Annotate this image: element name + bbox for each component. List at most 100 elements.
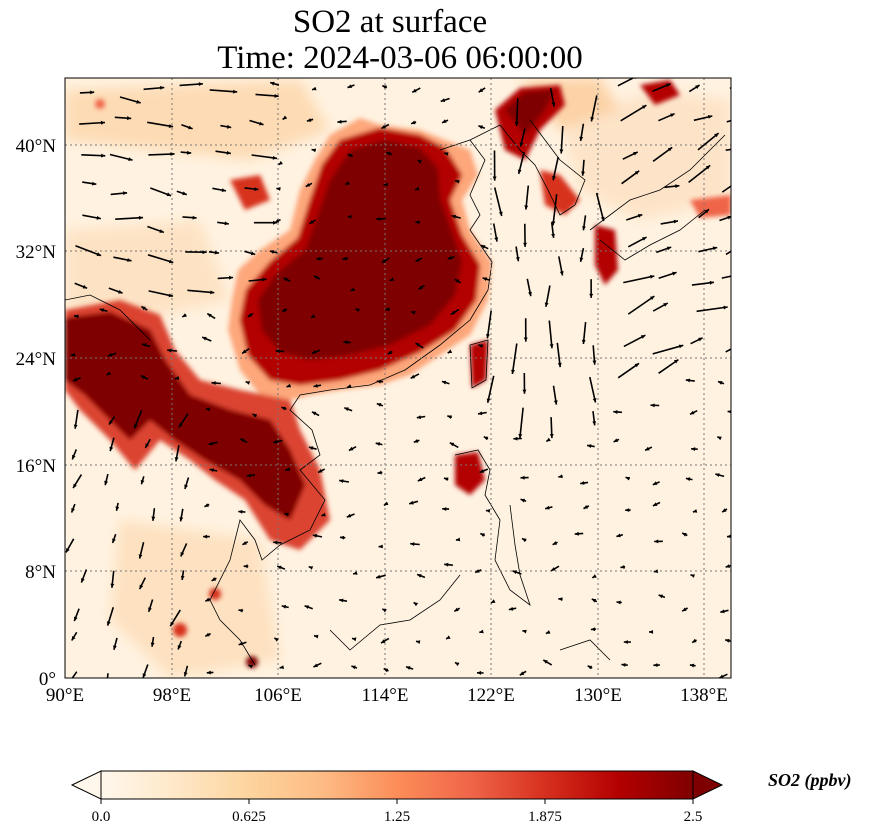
wind-vector-head xyxy=(616,600,621,605)
wind-vector-head xyxy=(557,362,562,368)
wind-vector-head xyxy=(645,446,650,451)
wind-vector-head xyxy=(704,209,709,214)
wind-vector-head xyxy=(549,344,554,349)
wind-vector-head xyxy=(524,205,529,210)
wind-vector-head xyxy=(344,407,349,412)
wind-vector-head xyxy=(168,259,174,264)
wind-vector-head xyxy=(479,469,485,473)
wind-vector-head xyxy=(118,289,123,294)
wind-vector-head xyxy=(685,477,691,482)
wind-vector-head xyxy=(304,605,310,609)
wind-vector-head xyxy=(386,152,391,156)
wind-vector-head xyxy=(753,113,757,117)
wind-vector-head xyxy=(455,537,461,542)
wind-vector-head xyxy=(742,302,746,306)
wind-vector-head xyxy=(127,116,132,121)
wind-vector-head xyxy=(115,506,120,511)
wind-vector-head xyxy=(180,552,185,557)
colorbar-tick-label: 2.5 xyxy=(684,809,703,825)
wind-vector-head xyxy=(658,594,664,599)
wind-vector-head xyxy=(281,406,286,411)
wind-vector-head xyxy=(242,349,247,354)
wind-vector-shaft xyxy=(617,362,640,379)
wind-vector-head xyxy=(337,119,342,124)
wind-vector-head xyxy=(316,256,321,261)
wind-vector-head xyxy=(339,479,344,483)
wind-vector-head xyxy=(650,274,655,279)
wind-vector-head xyxy=(246,473,251,478)
x-tick-label: 138°E xyxy=(680,685,728,706)
wind-vector-head xyxy=(654,539,659,544)
wind-vector-head xyxy=(709,280,714,285)
wind-vector-head xyxy=(66,548,70,553)
wind-vector-head xyxy=(107,352,113,357)
wind-vector-head xyxy=(345,181,350,185)
wind-vector-shaft xyxy=(552,194,558,226)
wind-vector-head xyxy=(376,217,381,221)
wind-vector-head xyxy=(180,575,185,580)
wind-vector-head xyxy=(382,85,387,89)
wind-vector-head xyxy=(718,381,723,385)
wind-vector-head xyxy=(140,375,146,380)
wind-vector-head xyxy=(491,599,496,603)
wind-vector-head xyxy=(650,403,655,408)
wind-vector-head xyxy=(308,566,314,570)
wind-vector-head xyxy=(376,403,382,407)
wind-vector-head xyxy=(740,244,745,248)
wind-vector-head xyxy=(449,442,455,447)
wind-vector-head xyxy=(282,115,287,120)
wind-vector-head xyxy=(285,467,290,472)
wind-vector-head xyxy=(247,313,253,317)
wind-vector-head xyxy=(613,410,618,414)
wind-vector-head xyxy=(238,641,244,646)
wind-vector-head xyxy=(447,255,453,260)
wind-vector-head xyxy=(81,578,85,583)
wind-vector-head xyxy=(689,663,695,668)
wind-vector-head xyxy=(106,621,111,626)
wind-vector-head xyxy=(483,436,489,441)
wind-vector-head xyxy=(313,275,319,280)
wind-vector-head xyxy=(350,287,355,292)
wind-vector-head xyxy=(208,441,213,446)
wind-vector-head xyxy=(311,314,316,318)
wind-vector-head xyxy=(450,310,456,315)
wind-vector-head xyxy=(587,444,592,448)
wind-vector-head xyxy=(441,380,447,385)
wind-vector-head xyxy=(383,668,389,673)
wind-vector-head xyxy=(725,638,730,643)
wind-vector-head xyxy=(134,424,138,429)
wind-vector-shaft xyxy=(75,244,102,257)
wind-vector-head xyxy=(727,410,731,414)
y-tick-label: 16°N xyxy=(16,456,57,477)
wind-vector-head xyxy=(583,505,588,509)
wind-vector-head xyxy=(151,516,156,521)
wind-vector-head xyxy=(277,565,282,570)
y-tick-label: 24°N xyxy=(16,349,57,370)
wind-vector-head xyxy=(72,454,76,460)
wind-vector-head xyxy=(675,184,680,189)
wind-vector-head xyxy=(559,271,564,276)
wind-vector-head xyxy=(381,124,386,129)
colorbar: 0.0 0.625 1.25 1.875 2.5 xyxy=(70,770,724,825)
wind-vector-head xyxy=(243,564,248,569)
wind-vector-head xyxy=(342,256,347,261)
wind-vector-head xyxy=(411,120,416,125)
wind-vector-head xyxy=(375,442,381,446)
colorbar-tick-label: 0.625 xyxy=(232,809,266,825)
wind-vector-head xyxy=(381,639,386,644)
wind-vector-head xyxy=(351,665,356,670)
wind-vector-head xyxy=(346,513,352,518)
wind-vector-head xyxy=(741,272,745,276)
wind-vector-head xyxy=(579,136,584,141)
wind-vector-head xyxy=(127,258,132,262)
wind-vector-head xyxy=(166,192,172,197)
wind-vector-shaft xyxy=(623,275,655,284)
wind-vector-shaft xyxy=(209,89,238,93)
wind-vector-head xyxy=(543,660,548,664)
wind-vector-head xyxy=(559,149,564,154)
wind-vector-head xyxy=(519,671,525,676)
wind-vector-head xyxy=(592,360,597,365)
colorbar-gradient xyxy=(100,770,694,800)
wind-vector-head xyxy=(142,343,147,347)
